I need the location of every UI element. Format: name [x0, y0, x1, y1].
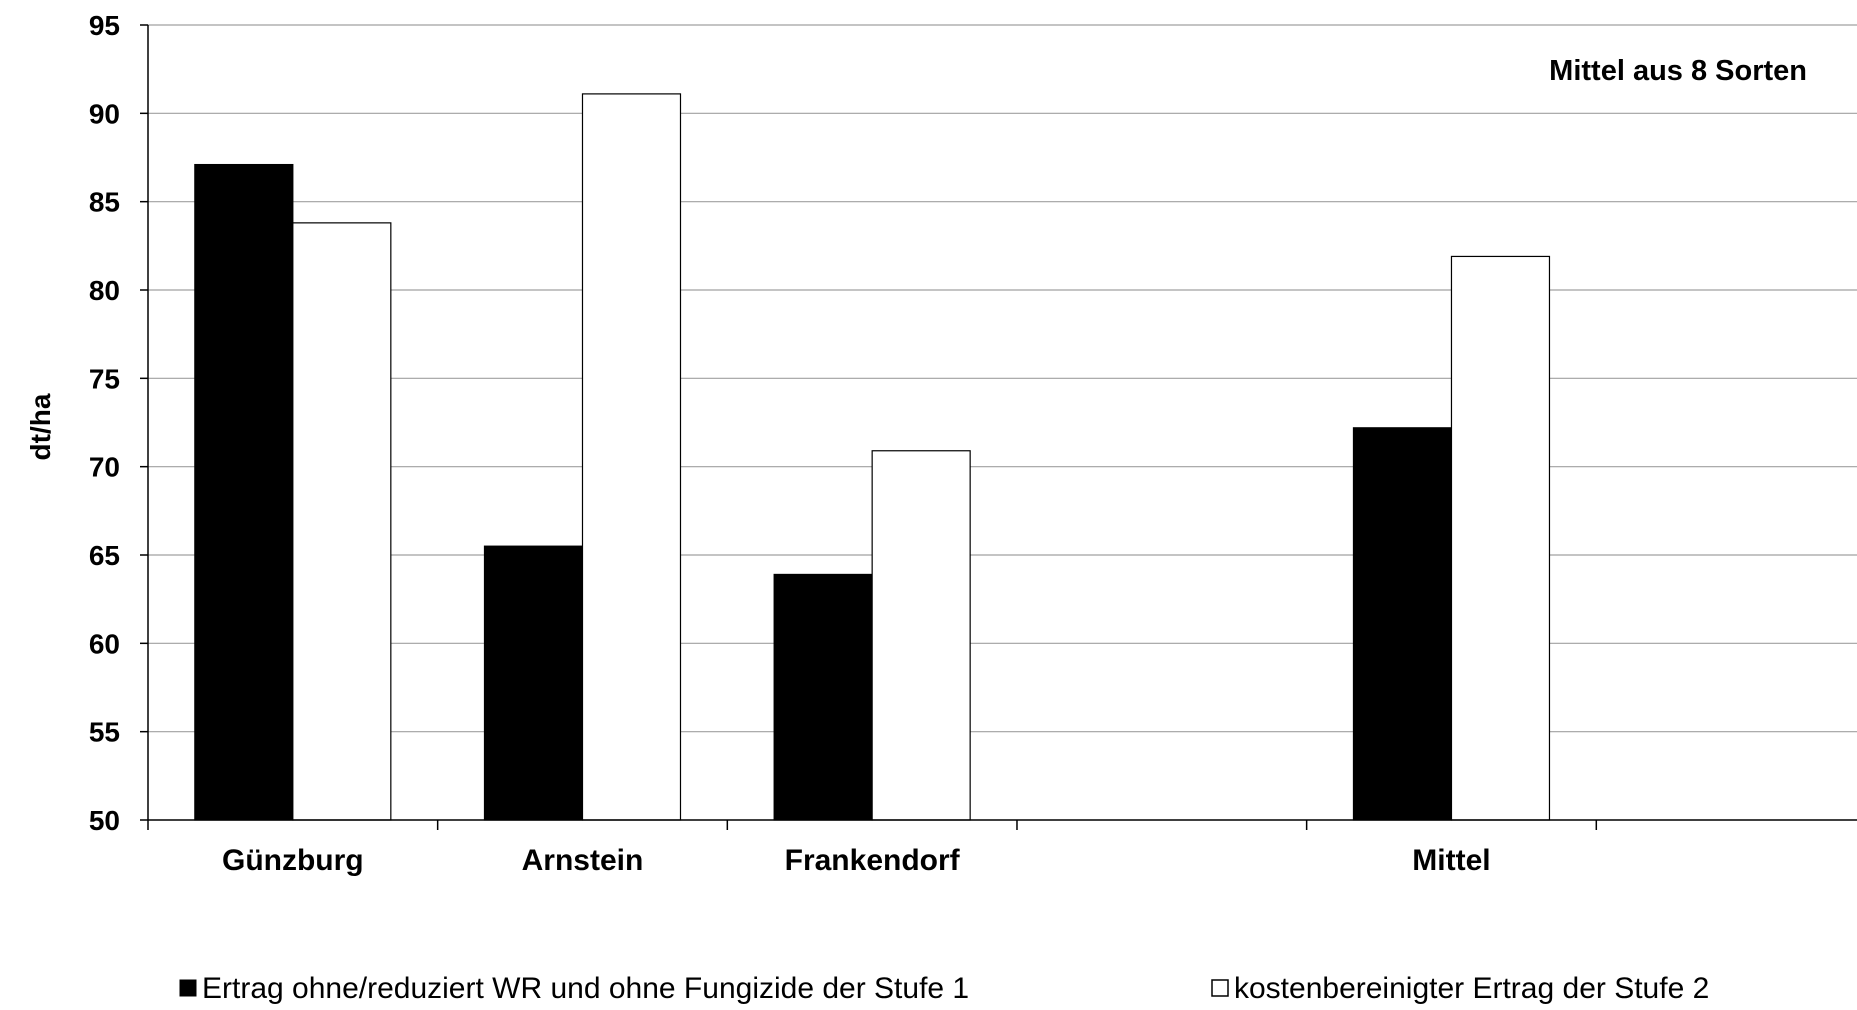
bar-2-günzburg [292, 222, 392, 821]
y-tick-label: 80 [89, 275, 120, 306]
bar-2-frankendorf [871, 450, 971, 821]
x-tick-labels: Günzburg Arnstein Frankendorf Mittel [222, 844, 1491, 877]
gridlines [140, 24, 1857, 821]
bar-2-arnstein [581, 93, 682, 821]
y-tick-labels: 50 55 60 65 70 75 80 85 90 95 [89, 10, 120, 836]
y-tick-label: 90 [89, 98, 120, 129]
y-tick-label: 55 [89, 717, 120, 748]
x-tick-label: Mittel [1412, 844, 1490, 877]
legend-swatch-series-2 [1211, 979, 1229, 997]
x-tick-label: Günzburg [222, 844, 364, 877]
y-tick-label: 50 [89, 805, 120, 836]
y-axis-label: dt/ha [25, 393, 56, 460]
bar-1-mittel [1352, 427, 1453, 821]
x-tick-label: Arnstein [522, 844, 644, 877]
y-tick-label: 70 [89, 452, 120, 483]
y-tick-label: 95 [89, 10, 120, 41]
y-tick-label: 85 [89, 187, 120, 218]
legend: Ertrag ohne/reduziert WR und ohne Fungiz… [179, 972, 1709, 1005]
bar-1-arnstein [483, 545, 584, 821]
legend-label-series-2: kostenbereinigter Ertrag der Stufe 2 [1234, 972, 1709, 1005]
bars [194, 93, 1551, 821]
axes [147, 25, 1857, 830]
bar-1-günzburg [194, 163, 294, 821]
legend-swatch-series-1 [179, 979, 197, 997]
legend-label-series-1: Ertrag ohne/reduziert WR und ohne Fungiz… [202, 972, 969, 1005]
chart-annotation: Mittel aus 8 Sorten [1549, 55, 1807, 87]
x-tick-label: Frankendorf [785, 844, 961, 877]
y-tick-label: 65 [89, 540, 120, 571]
y-tick-label: 60 [89, 628, 120, 659]
bar-2-mittel [1450, 255, 1551, 821]
y-tick-label: 75 [89, 363, 120, 394]
bar-1-frankendorf [773, 573, 873, 821]
